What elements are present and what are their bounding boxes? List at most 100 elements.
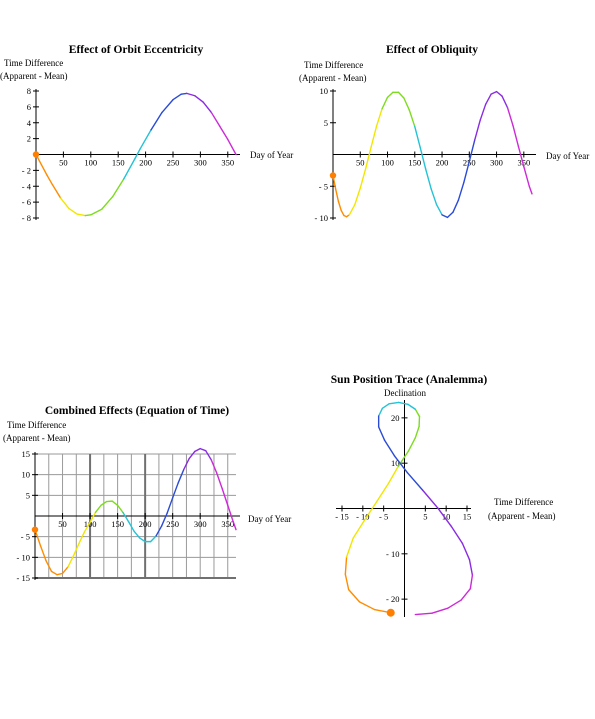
curve-segment [59,197,70,210]
x-tick-label: 200 [139,158,152,168]
curve-segment [210,111,221,127]
curve-segment [172,93,182,101]
curve-segment [381,403,390,410]
y-tick-label: 2 [27,134,31,144]
curve-segment [358,601,376,611]
curve-segment [523,165,530,187]
x-tick-label: 300 [194,158,207,168]
curve-segment [39,545,47,562]
curve-segment [468,559,474,576]
curve-segment [363,500,378,521]
y-tick-label: 10 [22,470,31,480]
y-axis-label-line-1: Time Difference [7,420,66,430]
curve-segment [177,469,185,484]
curve-segment [112,178,125,198]
chart-analemma: Sun Position Trace (Analemma) Declinatio… [331,374,555,617]
x-tick-label: 50 [356,158,365,168]
y-tick-label: 10 [391,458,400,468]
curve-segment [160,512,168,527]
start-marker [386,608,395,617]
curve-segment [61,566,69,575]
x-tick-label: 150 [112,158,125,168]
chart-title: Combined Effects (Equation of Time) [45,405,229,417]
y-tick-label: - 5 [319,181,328,191]
curve-segment [347,588,361,603]
x-tick-label: 300 [194,519,207,529]
curve-segment [437,507,452,527]
y-tick-label: - 4 [22,181,32,191]
x-tick-label: 100 [84,158,97,168]
curve-segment [210,459,218,474]
curve-segment [517,145,525,168]
x-tick-label: 50 [59,158,68,168]
curve-segment [138,537,146,543]
x-tick-label: 350 [221,519,234,529]
x-tick-label: 150 [408,158,421,168]
curve-segment [377,426,386,441]
start-marker [31,526,39,533]
curve-segment [83,521,91,533]
curve-segment [194,95,204,103]
x-tick-label: 100 [381,158,394,168]
curve-segment [430,188,438,206]
curve-segment [352,519,366,539]
curve-segment [127,521,135,532]
curve-segment [216,472,223,490]
curve-segment [461,542,471,561]
chart-eccentricity: Effect of Orbit Eccentricity Time Differ… [0,44,293,223]
curve-segment [84,214,92,217]
curve-segment [166,497,174,514]
curve-segment [479,103,487,121]
y-tick-label: - 8 [22,213,31,223]
x-tick-label: 350 [221,158,234,168]
x-tick-label: 350 [517,158,530,168]
curve-segment [406,471,424,492]
curve-segment [182,457,190,471]
x-axis-label-line-2: (Apparent - Mean) [488,511,555,521]
y-axis-label-line-2: (Apparent - Mean) [0,71,67,81]
curve-segment [185,92,196,97]
curve-segment [512,124,520,147]
curve-segment [463,160,471,184]
curve-segment [155,525,163,537]
curve-segment [446,211,454,219]
curve-segment [397,401,409,405]
curve-segment [133,530,141,539]
curve-segment [457,181,465,201]
curve-segment [397,450,409,468]
y-tick-label: 15 [22,449,31,459]
y-axis-label-line-2: (Apparent - Mean) [3,433,70,443]
curve-segment [348,203,356,216]
curve-segment [68,207,78,215]
curve-segment [76,213,87,217]
curve-segment [221,488,229,506]
curve-segment [365,146,372,170]
curve-segment [447,599,462,609]
curve-segment [100,500,108,506]
curve-segment [370,125,378,148]
curve-segment [495,90,503,97]
curve-segment [414,612,433,616]
curve-segment [424,168,432,190]
curve-segment [111,500,119,506]
curve-segment [139,129,152,150]
curve-segment [161,99,174,114]
curve-segment [377,407,384,417]
curve-segment [90,208,103,216]
curve-segment [45,559,53,573]
curve-segment [50,570,58,576]
curve-segment [116,504,124,514]
curve-segment [359,167,367,189]
curve-segment [474,119,481,141]
curve-segment [387,465,399,484]
curve-segment [408,109,416,128]
y-tick-label: - 10 [17,552,30,562]
y-axis-label-line-1: Time Difference [4,58,63,68]
curve-segment [407,437,417,453]
y-tick-label: - 15 [17,573,30,583]
curve-segment [51,183,62,199]
curve-segment [501,95,509,109]
start-marker [329,172,337,179]
curve-segment [386,91,394,99]
x-tick-label: 200 [436,158,449,168]
